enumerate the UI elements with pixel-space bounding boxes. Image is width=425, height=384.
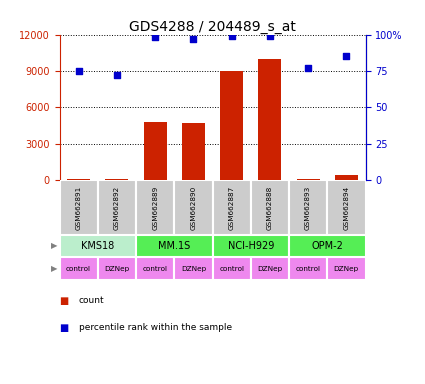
Text: GSM662889: GSM662889 [152,185,158,230]
Text: DZNep: DZNep [104,266,130,272]
Bar [327,180,366,235]
Text: ▶: ▶ [51,264,57,273]
Text: control: control [296,266,320,272]
Bar [98,257,136,280]
Text: percentile rank within the sample: percentile rank within the sample [79,323,232,331]
Text: control: control [219,266,244,272]
Bar [289,235,366,257]
Bar [212,180,251,235]
Bar [60,257,98,280]
Text: ▶: ▶ [51,242,57,250]
Bar [105,179,128,180]
Bar [174,180,212,235]
Text: OPM-2: OPM-2 [311,241,343,251]
Text: DZNep: DZNep [181,266,206,272]
Bar [67,179,90,180]
Text: DZNep: DZNep [257,266,283,272]
Bar [251,180,289,235]
Point [190,36,197,42]
Text: GSM662893: GSM662893 [305,185,311,230]
Bar [136,257,174,280]
Text: GSM662894: GSM662894 [343,185,349,230]
Text: control: control [66,266,91,272]
Bar [335,175,358,180]
Point [75,68,82,74]
Bar [297,179,320,180]
Bar [60,235,136,257]
Title: GDS4288 / 204489_s_at: GDS4288 / 204489_s_at [129,20,296,33]
Bar [289,180,327,235]
Bar [289,257,327,280]
Bar [327,257,366,280]
Point [113,72,120,78]
Text: MM.1S: MM.1S [158,241,190,251]
Bar [60,180,98,235]
Point [228,33,235,39]
Point [152,35,159,41]
Text: GSM662888: GSM662888 [267,185,273,230]
Text: control: control [143,266,167,272]
Text: GSM662891: GSM662891 [76,185,82,230]
Text: ■: ■ [60,296,69,306]
Bar [136,235,212,257]
Text: DZNep: DZNep [334,266,359,272]
Text: GSM662892: GSM662892 [114,185,120,230]
Text: KMS18: KMS18 [81,241,114,251]
Text: GSM662890: GSM662890 [190,185,196,230]
Point [305,65,312,71]
Bar [98,180,136,235]
Text: GSM662887: GSM662887 [229,185,235,230]
Point [343,53,350,60]
Bar [251,257,289,280]
Bar [212,235,289,257]
Bar [182,123,205,180]
Bar [212,257,251,280]
Text: count: count [79,296,104,305]
Text: NCI-H929: NCI-H929 [227,241,274,251]
Bar [220,71,243,180]
Bar [144,122,167,180]
Bar [174,257,212,280]
Bar [258,59,281,180]
Point [266,33,273,39]
Bar [136,180,174,235]
Text: ■: ■ [60,323,69,333]
